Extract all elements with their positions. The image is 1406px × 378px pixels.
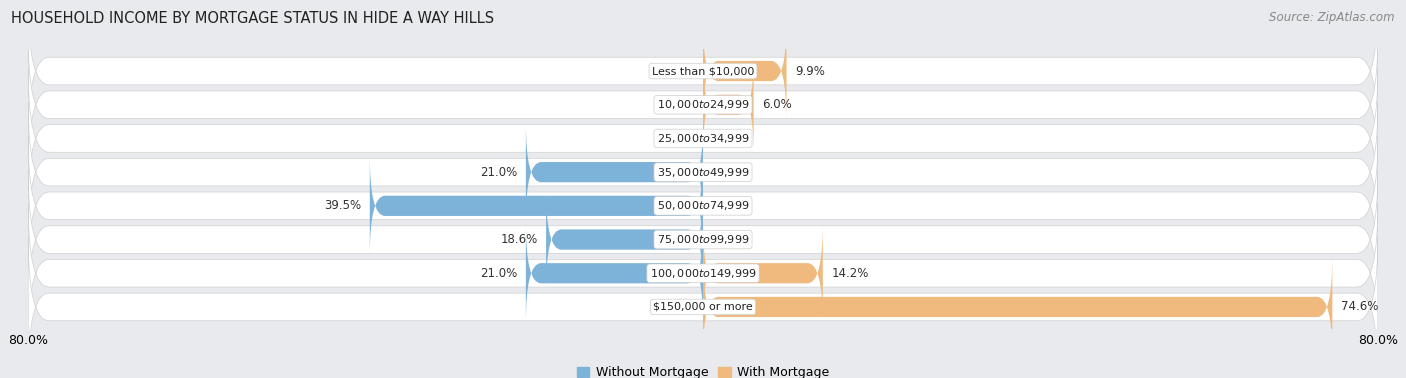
Text: $10,000 to $24,999: $10,000 to $24,999 [657, 98, 749, 111]
Text: 21.0%: 21.0% [481, 267, 517, 280]
FancyBboxPatch shape [28, 68, 1378, 209]
Text: 0.0%: 0.0% [661, 98, 690, 111]
FancyBboxPatch shape [28, 169, 1378, 310]
Text: HOUSEHOLD INCOME BY MORTGAGE STATUS IN HIDE A WAY HILLS: HOUSEHOLD INCOME BY MORTGAGE STATUS IN H… [11, 11, 495, 26]
Text: $50,000 to $74,999: $50,000 to $74,999 [657, 199, 749, 212]
Text: $150,000 or more: $150,000 or more [654, 302, 752, 312]
FancyBboxPatch shape [526, 122, 703, 223]
Text: 21.0%: 21.0% [481, 166, 517, 179]
FancyBboxPatch shape [703, 256, 1333, 358]
Text: $75,000 to $99,999: $75,000 to $99,999 [657, 233, 749, 246]
FancyBboxPatch shape [28, 203, 1378, 344]
Text: 0.0%: 0.0% [716, 233, 745, 246]
Text: Source: ZipAtlas.com: Source: ZipAtlas.com [1270, 11, 1395, 24]
Text: 74.6%: 74.6% [1341, 301, 1378, 313]
Legend: Without Mortgage, With Mortgage: Without Mortgage, With Mortgage [572, 361, 834, 378]
Text: $25,000 to $34,999: $25,000 to $34,999 [657, 132, 749, 145]
FancyBboxPatch shape [28, 135, 1378, 276]
FancyBboxPatch shape [526, 223, 703, 324]
FancyBboxPatch shape [28, 102, 1378, 243]
Text: $35,000 to $49,999: $35,000 to $49,999 [657, 166, 749, 179]
Text: 6.0%: 6.0% [762, 98, 792, 111]
FancyBboxPatch shape [28, 1, 1378, 141]
Text: 18.6%: 18.6% [501, 233, 537, 246]
FancyBboxPatch shape [703, 54, 754, 155]
FancyBboxPatch shape [28, 237, 1378, 377]
FancyBboxPatch shape [703, 223, 823, 324]
Text: 0.0%: 0.0% [716, 166, 745, 179]
Text: 39.5%: 39.5% [325, 199, 361, 212]
FancyBboxPatch shape [703, 20, 786, 122]
FancyBboxPatch shape [546, 189, 703, 290]
Text: 14.2%: 14.2% [831, 267, 869, 280]
Text: 0.0%: 0.0% [661, 301, 690, 313]
FancyBboxPatch shape [28, 34, 1378, 175]
Text: $100,000 to $149,999: $100,000 to $149,999 [650, 267, 756, 280]
Text: Less than $10,000: Less than $10,000 [652, 66, 754, 76]
Text: 9.9%: 9.9% [794, 65, 825, 77]
Text: 0.0%: 0.0% [716, 132, 745, 145]
FancyBboxPatch shape [370, 155, 703, 256]
Text: 0.0%: 0.0% [716, 199, 745, 212]
Text: 0.0%: 0.0% [661, 65, 690, 77]
Text: 0.0%: 0.0% [661, 132, 690, 145]
